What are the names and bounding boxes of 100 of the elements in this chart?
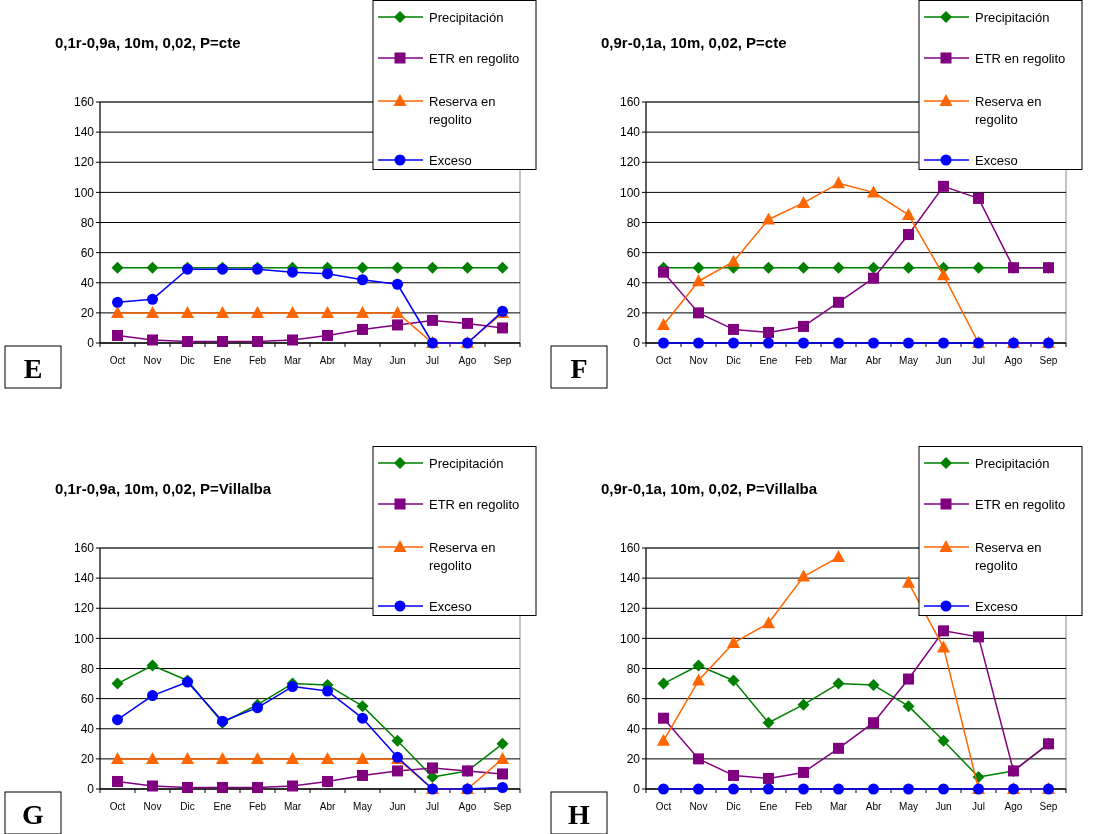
point — [322, 685, 333, 697]
point — [903, 229, 914, 241]
x-tick-label: Dic — [726, 355, 741, 366]
point — [462, 317, 473, 329]
point — [146, 659, 159, 672]
point — [321, 751, 334, 764]
x-tick-label: Feb — [794, 801, 813, 812]
point — [356, 751, 369, 764]
x-tick-label: Nov — [689, 355, 708, 366]
point — [868, 272, 879, 284]
y-tick-label: 160 — [73, 541, 95, 556]
point — [903, 337, 914, 349]
point — [727, 674, 740, 687]
y-tick-label: 140 — [619, 571, 641, 586]
x-tick-label: Jul — [972, 355, 985, 366]
point — [763, 783, 774, 795]
point — [321, 305, 334, 318]
x-tick-label: May — [353, 801, 372, 812]
point — [973, 192, 984, 204]
point — [692, 673, 705, 686]
point — [902, 207, 915, 220]
x-tick-label: Jul — [426, 355, 439, 366]
point — [497, 768, 508, 780]
y-tick-label: 40 — [80, 275, 95, 290]
point — [497, 322, 508, 334]
legend-label: ETR en regolito — [975, 50, 1066, 66]
point — [392, 765, 403, 777]
y-tick-label: 80 — [80, 215, 95, 230]
point — [693, 783, 704, 795]
y-tick-label: 120 — [619, 155, 641, 170]
point — [496, 751, 509, 764]
point — [728, 337, 739, 349]
point — [252, 335, 263, 347]
y-tick-label: 80 — [626, 215, 641, 230]
y-tick-label: 120 — [73, 155, 95, 170]
point — [938, 337, 949, 349]
x-tick-label: Mar — [829, 355, 848, 366]
point — [357, 769, 368, 781]
x-tick-label: Abr — [865, 355, 882, 366]
point — [216, 751, 229, 764]
point — [111, 751, 124, 764]
point — [833, 742, 844, 754]
point — [868, 337, 879, 349]
point — [763, 772, 774, 784]
point — [867, 261, 880, 274]
point — [658, 712, 669, 724]
text: E — [23, 353, 43, 384]
point — [147, 780, 158, 792]
y-tick-label: 0 — [87, 336, 95, 351]
point — [692, 261, 705, 274]
point — [216, 305, 229, 318]
y-tick-label: 100 — [619, 631, 641, 646]
x-tick-label: Feb — [248, 801, 267, 812]
point — [832, 550, 845, 563]
x-tick-label: Nov — [143, 355, 162, 366]
point — [938, 625, 949, 637]
point — [497, 781, 508, 793]
point — [903, 673, 914, 685]
point — [147, 690, 158, 702]
point — [797, 195, 810, 208]
y-tick-label: 60 — [80, 691, 95, 706]
x-tick-label: Ene — [759, 355, 778, 366]
point — [357, 323, 368, 335]
x-tick-label: Abr — [319, 801, 336, 812]
y-tick-label: 40 — [626, 275, 641, 290]
x-tick-label: Feb — [794, 355, 813, 366]
point — [356, 700, 369, 713]
point — [251, 751, 264, 764]
y-tick-label: 100 — [619, 185, 641, 200]
y-tick-label: 0 — [633, 336, 641, 351]
x-tick-label: Ago — [1004, 355, 1023, 366]
point — [112, 296, 123, 308]
x-tick-label: Abr — [319, 355, 336, 366]
x-tick-label: Mar — [283, 355, 302, 366]
x-tick-label: Ago — [458, 801, 477, 812]
point — [146, 261, 159, 274]
point — [832, 261, 845, 274]
x-tick-label: Jun — [935, 355, 952, 366]
point — [938, 180, 949, 192]
point — [391, 734, 404, 747]
x-tick-label: Dic — [726, 801, 741, 812]
y-tick-label: 100 — [73, 185, 95, 200]
point — [798, 766, 809, 778]
point — [937, 640, 950, 653]
y-tick-label: 140 — [619, 125, 641, 140]
point — [937, 734, 950, 747]
y-tick-label: 20 — [626, 306, 641, 321]
y-tick-label: 100 — [73, 631, 95, 646]
x-tick-label: Ene — [213, 801, 232, 812]
x-tick-label: Mar — [283, 801, 302, 812]
point — [181, 751, 194, 764]
x-tick-label: Dic — [180, 801, 195, 812]
point — [833, 296, 844, 308]
x-tick-label: Jun — [389, 801, 406, 812]
point — [797, 698, 810, 711]
point — [217, 335, 228, 347]
point — [728, 769, 739, 781]
point — [762, 616, 775, 629]
point — [461, 261, 474, 274]
y-tick-label: 60 — [80, 245, 95, 260]
